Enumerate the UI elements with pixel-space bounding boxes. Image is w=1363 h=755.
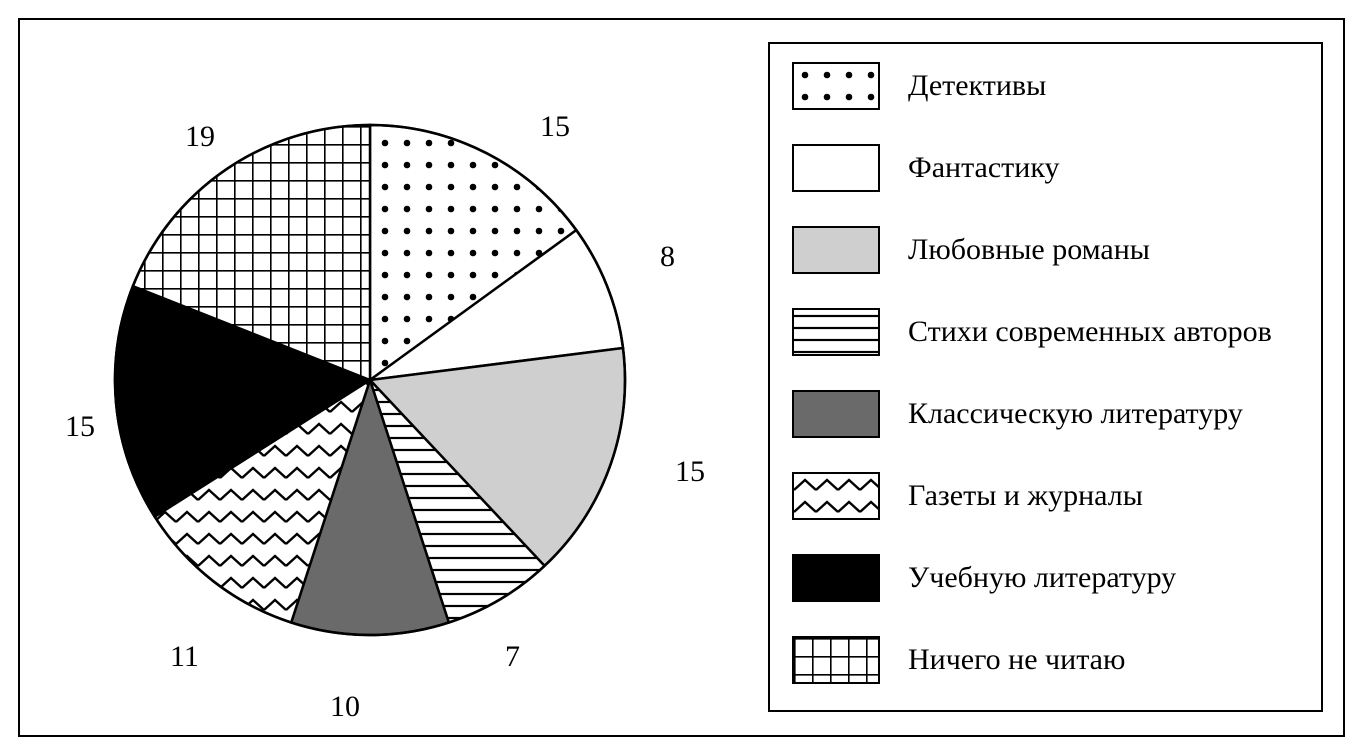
legend-swatch-detectives [792,62,880,110]
legend-swatch-press [792,472,880,520]
legend-label-romance: Любовные романы [908,233,1150,267]
legend-label-press: Газеты и журналы [908,479,1143,513]
slice-label-study: 15 [65,410,95,444]
legend-item-study: Учебную литературу [792,554,1176,602]
slice-label-romance: 15 [675,455,705,489]
legend-label-poetry: Стихи современных авторов [908,315,1272,349]
legend-item-romance: Любовные романы [792,226,1150,274]
legend-item-nothing: Ничего не читаю [792,636,1125,684]
legend-label-study: Учебную литературу [908,561,1176,595]
slice-label-classic: 10 [330,690,360,724]
legend-item-poetry: Стихи современных авторов [792,308,1272,356]
slice-label-nothing: 19 [185,120,215,154]
slice-label-fantasy: 8 [660,240,675,274]
legend-item-detectives: Детективы [792,62,1046,110]
legend-label-nothing: Ничего не читаю [908,643,1125,677]
legend-label-fantasy: Фантастику [908,151,1060,185]
legend-box: Детективы Фантастику Любовные романы Стихи … [768,42,1323,712]
legend-swatch-classic [792,390,880,438]
legend-swatch-study [792,554,880,602]
legend-swatch-fantasy [792,144,880,192]
slice-label-detectives: 15 [540,110,570,144]
slice-label-poetry: 7 [505,640,520,674]
legend-item-fantasy: Фантастику [792,144,1060,192]
legend-swatch-nothing [792,636,880,684]
legend-swatch-poetry [792,308,880,356]
slice-label-press: 11 [170,640,199,674]
legend-label-classic: Классическую литературу [908,397,1243,431]
legend-item-press: Газеты и журналы [792,472,1143,520]
legend-label-detectives: Детективы [908,69,1046,103]
legend-swatch-romance [792,226,880,274]
legend-item-classic: Классическую литературу [792,390,1243,438]
